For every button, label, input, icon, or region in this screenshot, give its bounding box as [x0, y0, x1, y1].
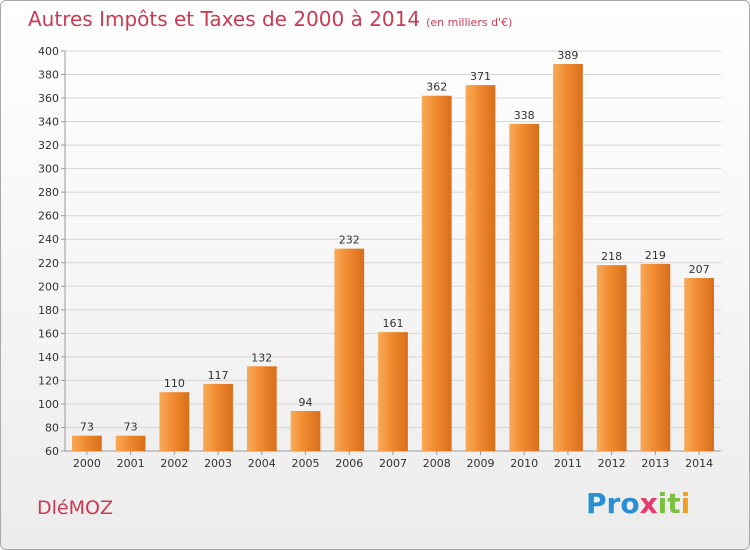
y-tick-label: 220 [38, 257, 59, 270]
bar [71, 435, 102, 451]
x-tick-label: 2013 [641, 457, 669, 470]
logo-part: x [639, 487, 658, 520]
y-tick-label: 120 [38, 374, 59, 387]
y-tick-label: 280 [38, 186, 59, 199]
data-label: 73 [124, 421, 138, 434]
bar [203, 383, 233, 451]
data-label: 218 [601, 250, 622, 263]
bar [378, 332, 408, 451]
data-label: 161 [383, 317, 404, 330]
x-tick-label: 2001 [117, 457, 145, 470]
proxiti-logo: Proxiti [586, 487, 690, 520]
bar [421, 95, 452, 452]
bar [465, 85, 496, 451]
x-tick-label: 2002 [160, 457, 188, 470]
bar [246, 366, 277, 451]
x-tick-label: 2012 [598, 457, 626, 470]
data-label: 389 [557, 49, 578, 62]
y-tick-label: 200 [38, 280, 59, 293]
y-tick-label: 340 [38, 116, 59, 129]
y-tick-label: 140 [38, 351, 59, 364]
bar [334, 248, 365, 451]
logo-part: it [657, 487, 681, 520]
data-label: 371 [470, 70, 491, 83]
y-tick-label: 360 [38, 92, 59, 105]
data-label: 207 [689, 263, 710, 276]
x-tick-label: 2004 [248, 457, 276, 470]
x-tick-label: 2014 [685, 457, 713, 470]
data-label: 362 [426, 81, 447, 94]
bar [159, 392, 190, 451]
title-text: Autres Impôts et Taxes de 2000 à 2014 [28, 7, 421, 31]
bar-chart: 60 80 100 120 140 160 180 200 220 240 260 280 300 320… [38, 45, 721, 470]
y-tick-label: 400 [38, 45, 59, 58]
data-label: 110 [164, 377, 185, 390]
x-tick-label: 2008 [423, 457, 451, 470]
y-tick-label: 260 [38, 210, 59, 223]
bar [115, 435, 146, 451]
label-layer: 2000 73 2001 73 2002 110 2003 117 2004 132 2005 94 2… [73, 49, 713, 470]
town-name: DléMOZ [37, 497, 113, 519]
x-tick-label: 2011 [554, 457, 582, 470]
bar [640, 263, 671, 451]
bar [684, 278, 715, 451]
bar [290, 411, 321, 451]
x-tick-label: 2006 [335, 457, 363, 470]
x-tick-label: 2005 [292, 457, 320, 470]
data-label: 219 [645, 249, 666, 262]
y-tick-label: 160 [38, 327, 59, 340]
y-tick-label: 180 [38, 304, 59, 317]
y-tick-label: 240 [38, 233, 59, 246]
logo-part: Pro [586, 487, 640, 520]
x-tick-label: 2007 [379, 457, 407, 470]
data-label: 132 [251, 351, 272, 364]
bar-layer [71, 63, 715, 452]
x-tick-label: 2009 [466, 457, 494, 470]
y-tick-label: 60 [45, 445, 59, 458]
y-tick-label: 100 [38, 398, 59, 411]
logo-part: i [680, 487, 691, 520]
x-tick-label: 2003 [204, 457, 232, 470]
x-tick-label: 2010 [510, 457, 538, 470]
data-label: 232 [339, 234, 360, 247]
data-label: 73 [80, 421, 94, 434]
y-tick-label: 380 [38, 69, 59, 82]
chart-subtitle: (en milliers d'€) [426, 16, 513, 29]
data-label: 338 [514, 109, 535, 122]
chart-title: Autres Impôts et Taxes de 2000 à 2014 (en… [28, 7, 512, 31]
bar [509, 123, 540, 452]
bar [553, 63, 583, 452]
y-tick-label: 300 [38, 163, 59, 176]
x-tick-label: 2000 [73, 457, 101, 470]
bar [596, 265, 627, 451]
y-tick-label: 320 [38, 139, 59, 152]
y-tick-label: 80 [45, 421, 59, 434]
data-label: 94 [299, 396, 313, 409]
data-label: 117 [208, 369, 229, 382]
